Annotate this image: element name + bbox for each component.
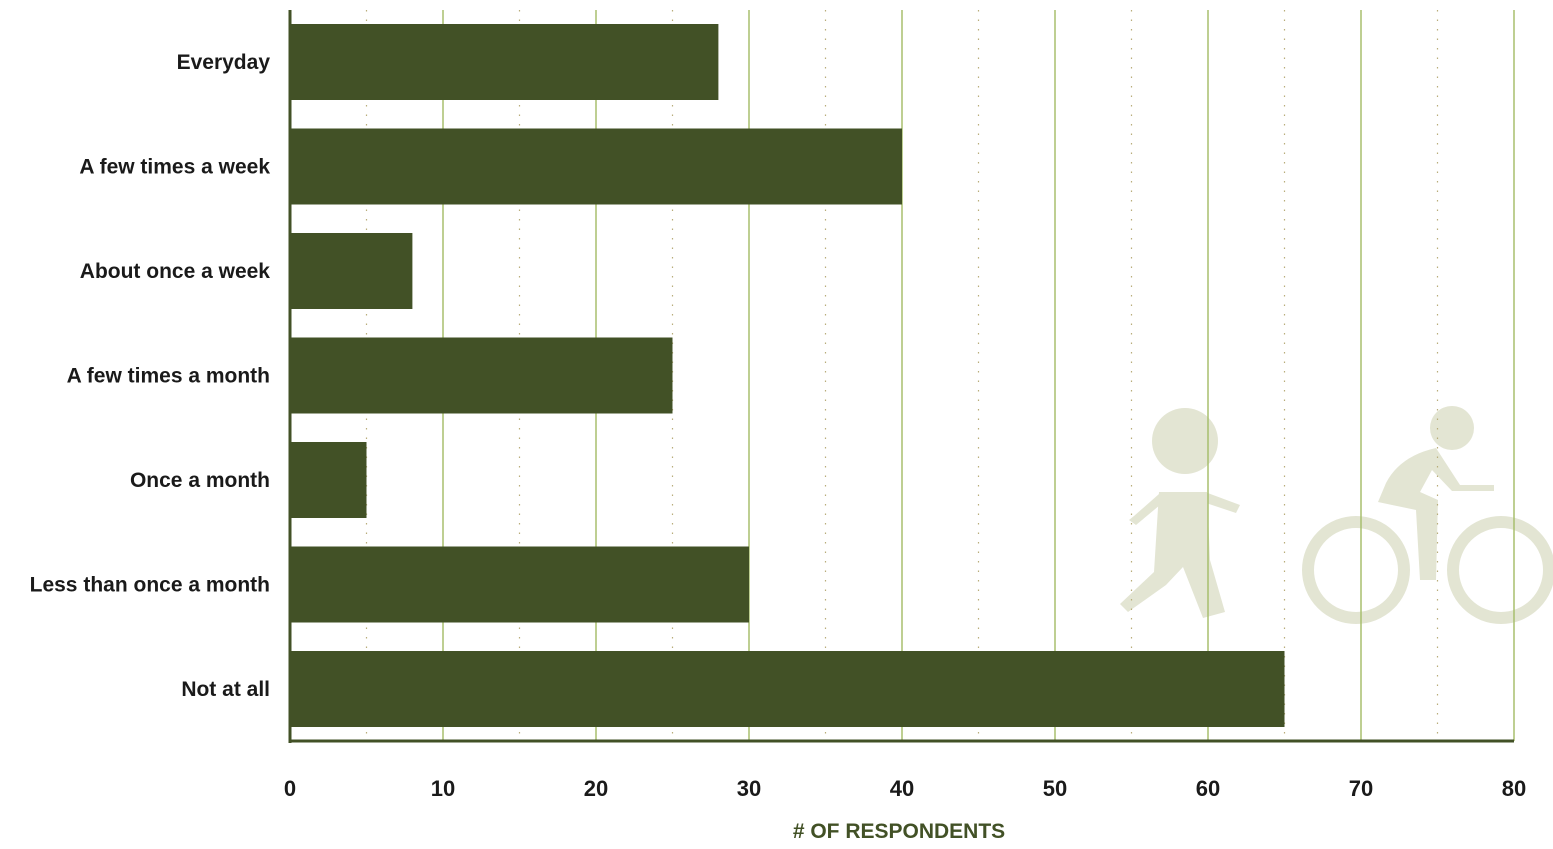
x-tick-label: 30 [737,776,761,801]
x-tick-label: 0 [284,776,296,801]
x-tick-label: 20 [584,776,608,801]
x-tick-label: 70 [1349,776,1373,801]
bars [290,24,1285,727]
category-labels: Everyday A few times a week About once a w… [30,51,271,701]
x-axis-title: # OF RESPONDENTS [793,820,1005,843]
bar [290,128,902,205]
walking-person-icon [1120,408,1240,618]
category-label: Less than once a month [30,574,270,597]
category-label: Once a month [130,469,270,492]
axes [288,10,1514,743]
category-label: A few times a week [79,156,270,179]
category-label: Not at all [181,678,270,701]
cyclist-icon [1302,406,1553,624]
bar [290,24,719,100]
x-tick-label: 80 [1502,776,1526,801]
x-tick-label: 10 [431,776,455,801]
x-tick-label: 60 [1196,776,1220,801]
bar [290,337,673,414]
x-tick-label: 50 [1043,776,1067,801]
category-label: A few times a month [67,365,270,388]
x-tick-label: 40 [890,776,914,801]
bar [290,233,413,309]
category-label: Everyday [177,51,271,74]
bar [290,546,749,623]
bar [290,651,1285,727]
background-decoration [1120,406,1553,624]
bar [290,442,367,518]
category-label: About once a week [80,260,271,283]
x-tick-labels: 0 10 20 30 40 50 60 70 80 [284,776,1526,801]
